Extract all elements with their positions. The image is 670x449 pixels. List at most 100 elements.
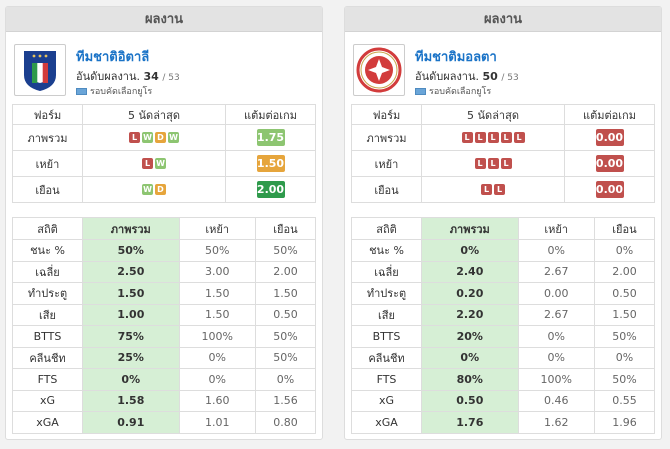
stats-cell-away: 50%: [254, 239, 317, 262]
stats-cell-overall: 25%: [82, 346, 180, 369]
stats-cell-label: เสีย: [12, 303, 83, 326]
form-result-badge: D: [155, 132, 166, 143]
malta-crest-icon: [353, 44, 405, 96]
stats-cell-away: 50%: [593, 325, 656, 348]
team-panel-italy: ผลงาน ทีมชาติอิตาลี อันดับผลงาน. 34 / 53…: [5, 6, 323, 440]
stats-header: สถิติ: [12, 217, 83, 240]
stats-cell-away: 0.80: [254, 411, 317, 434]
team-rank: อันดับผลงาน. 34 / 53: [76, 67, 180, 85]
form-result-badge: L: [474, 132, 486, 143]
stats-cell-overall: 75%: [82, 325, 180, 348]
team-name-link[interactable]: ทีมชาติอิตาลี: [76, 50, 150, 65]
stats-cell-away: 0.50: [254, 303, 317, 326]
stats-cell-away: 50%: [254, 346, 317, 369]
stats-cell-overall: 2.20: [421, 303, 519, 326]
form-header: แต้มต่อเกม: [564, 104, 655, 125]
stats-table: สถิติ ภาพรวม เหย้า เยือน ชนะ % 0% 0% 0% เฉลี…: [351, 217, 656, 434]
stats-cell-home: 0.00: [517, 282, 595, 305]
stats-cell-overall: 0%: [421, 239, 519, 262]
stats-cell-label: ชนะ %: [12, 239, 83, 262]
stats-row: เฉลี่ย 2.50 3.00 2.00: [12, 260, 317, 283]
stats-cell-label: ชนะ %: [351, 239, 422, 262]
stats-cell-label: xG: [351, 389, 422, 412]
stats-header: เหย้า: [517, 217, 595, 240]
stats-header: ภาพรวม: [82, 217, 180, 240]
form-result-badge: L: [494, 184, 505, 195]
stats-row: ทำประตู 1.50 1.50 1.50: [12, 282, 317, 305]
stats-cell-overall: 0.50: [421, 389, 519, 412]
stats-cell-label: คลีนชีท: [12, 346, 83, 369]
stats-cell-away: 1.56: [254, 389, 317, 412]
stats-cell-overall: 1.76: [421, 411, 519, 434]
form-result-badge: W: [168, 132, 179, 143]
stats-cell-label: BTTS: [12, 325, 83, 348]
stats-cell-label: xGA: [351, 411, 422, 434]
stats-cell-home: 1.62: [517, 411, 595, 434]
ppg-badge: 1.50: [256, 155, 285, 172]
form-header: แต้มต่อเกม: [225, 104, 316, 125]
stats-cell-home: 1.60: [178, 389, 256, 412]
panel-header: ผลงาน: [6, 7, 322, 32]
form-result-badge: D: [155, 184, 166, 195]
stats-cell-away: 50%: [254, 325, 317, 348]
stats-cell-overall: 50%: [82, 239, 180, 262]
team-name-link[interactable]: ทีมชาติมอลตา: [415, 50, 497, 65]
form-header: ฟอร์ม: [351, 104, 422, 125]
europe-flag-icon: [415, 87, 426, 95]
stats-cell-label: ทำประตู: [12, 282, 83, 305]
stats-cell-away: 0.50: [593, 282, 656, 305]
stats-row: xG 1.58 1.60 1.56: [12, 389, 317, 412]
form-row-label: เยือน: [12, 176, 83, 203]
stats-cell-overall: 0.91: [82, 411, 180, 434]
form-row-label: เยือน: [351, 176, 422, 203]
stats-cell-label: เฉลี่ย: [12, 260, 83, 283]
stats-header: สถิติ: [351, 217, 422, 240]
rank-value: 34: [143, 70, 159, 83]
stats-table: สถิติ ภาพรวม เหย้า เยือน ชนะ % 50% 50% 50% เ…: [12, 217, 317, 434]
stats-cell-overall: 2.40: [421, 260, 519, 283]
stats-cell-overall: 0.20: [421, 282, 519, 305]
team-info: ทีมชาติอิตาลี อันดับผลงาน. 34 / 53 รอบคั…: [6, 32, 322, 97]
form-header: 5 นัดล่าสุด: [421, 104, 565, 125]
stats-cell-home: 0%: [517, 239, 595, 262]
stats-row: คลีนชีท 0% 0% 0%: [351, 346, 656, 369]
stats-row: BTTS 20% 0% 50%: [351, 325, 656, 348]
stats-cell-label: FTS: [351, 368, 422, 391]
stats-row: เฉลี่ย 2.40 2.67 2.00: [351, 260, 656, 283]
form-result-badge: L: [481, 184, 492, 195]
stats-cell-label: FTS: [12, 368, 83, 391]
stats-row: BTTS 75% 100% 50%: [12, 325, 317, 348]
stats-row: xG 0.50 0.46 0.55: [351, 389, 656, 412]
stats-cell-home: 2.67: [517, 260, 595, 283]
stats-header: เหย้า: [178, 217, 256, 240]
form-result-badge: L: [461, 132, 473, 143]
ppg-badge: 2.00: [256, 181, 285, 198]
stats-header: เยือน: [593, 217, 656, 240]
form-row-label: ภาพรวม: [12, 124, 83, 151]
stats-cell-home: 0.46: [517, 389, 595, 412]
stats-row: xGA 1.76 1.62 1.96: [351, 411, 656, 434]
competition: รอบคัดเลือกยูโร: [76, 84, 152, 98]
stats-cell-home: 1.50: [178, 303, 256, 326]
stats-row: FTS 80% 100% 50%: [351, 368, 656, 391]
stats-cell-away: 50%: [593, 368, 656, 391]
italy-crest-icon: [14, 44, 66, 96]
stats-cell-label: xGA: [12, 411, 83, 434]
stats-row: ทำประตู 0.20 0.00 0.50: [351, 282, 656, 305]
stats-cell-away: 0%: [593, 239, 656, 262]
competition-label: รอบคัดเลือกยูโร: [429, 87, 492, 97]
competition-label: รอบคัดเลือกยูโร: [90, 87, 153, 97]
ppg-badge: 0.00: [595, 129, 624, 146]
stats-cell-away: 0%: [254, 368, 317, 391]
stats-cell-overall: 1.50: [82, 282, 180, 305]
stats-cell-home: 1.01: [178, 411, 256, 434]
stats-row: xGA 0.91 1.01 0.80: [12, 411, 317, 434]
team-info: ทีมชาติมอลตา อันดับผลงาน. 50 / 53 รอบคัด…: [345, 32, 661, 97]
